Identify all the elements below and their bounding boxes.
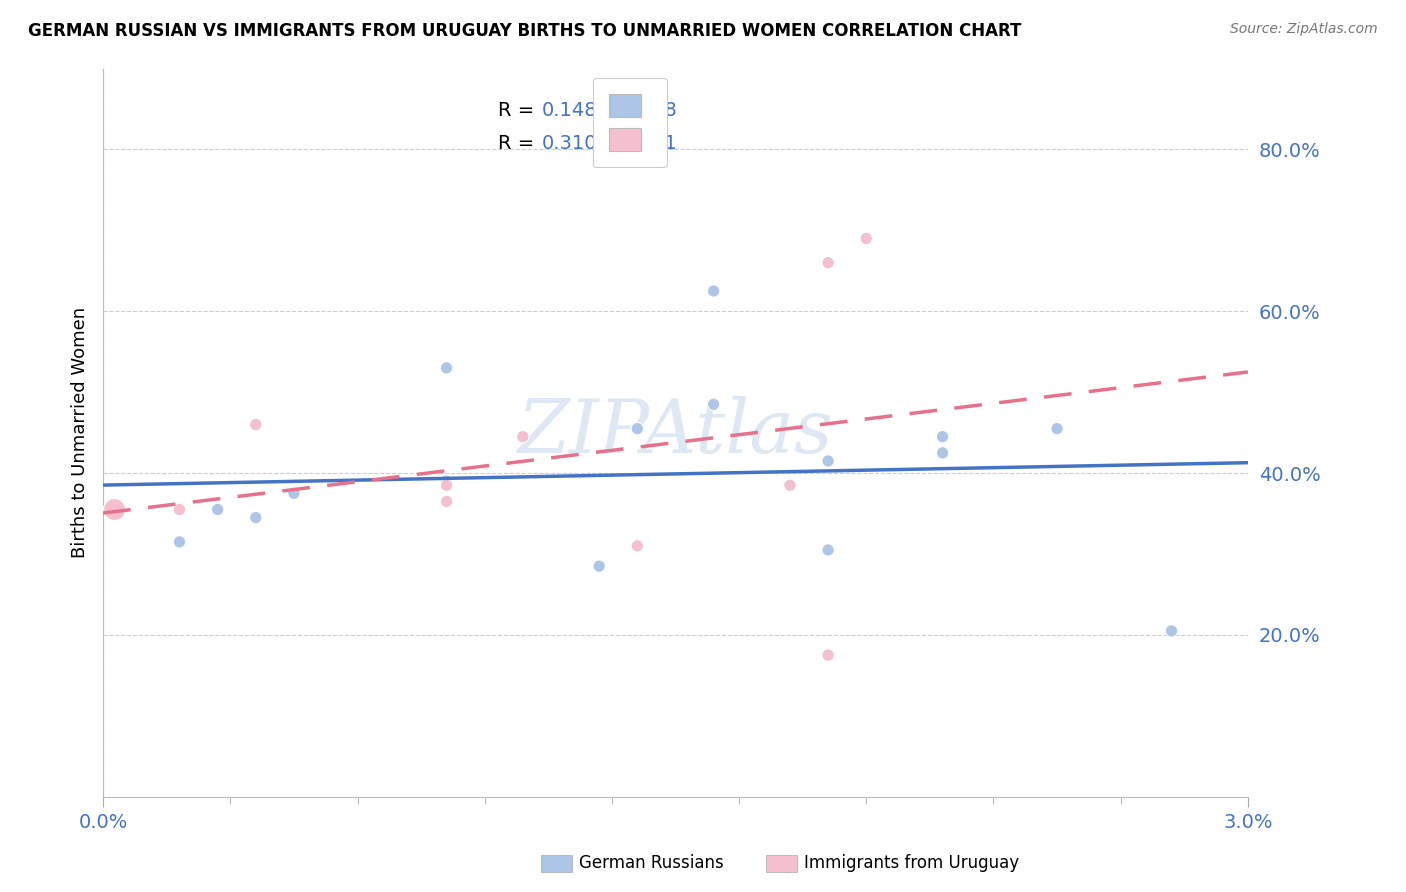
Point: [283, 486, 305, 500]
Point: [103, 502, 125, 516]
Point: [931, 430, 953, 444]
Point: [703, 284, 725, 298]
Point: [436, 474, 458, 488]
Point: [855, 231, 877, 245]
Y-axis label: Births to Unmarried Women: Births to Unmarried Women: [72, 307, 89, 558]
Text: 0.310: 0.310: [541, 134, 598, 153]
Point: [436, 478, 458, 492]
Text: ZIPAtlas: ZIPAtlas: [517, 396, 834, 469]
Point: [779, 478, 801, 492]
Text: R =: R =: [498, 134, 540, 153]
Text: 0.148: 0.148: [541, 102, 598, 120]
Point: [703, 397, 725, 411]
Text: R =: R =: [498, 102, 540, 120]
Text: N =: N =: [599, 134, 655, 153]
Text: 11: 11: [652, 134, 678, 153]
Point: [1160, 624, 1182, 638]
Text: German Russians: German Russians: [579, 855, 724, 872]
Point: [588, 559, 610, 574]
Text: Immigrants from Uruguay: Immigrants from Uruguay: [804, 855, 1019, 872]
Text: N =: N =: [599, 102, 655, 120]
Text: Source: ZipAtlas.com: Source: ZipAtlas.com: [1230, 22, 1378, 37]
Text: GERMAN RUSSIAN VS IMMIGRANTS FROM URUGUAY BIRTHS TO UNMARRIED WOMEN CORRELATION : GERMAN RUSSIAN VS IMMIGRANTS FROM URUGUA…: [28, 22, 1022, 40]
Point: [169, 534, 191, 549]
Text: 18: 18: [652, 102, 678, 120]
Point: [931, 446, 953, 460]
Point: [817, 454, 839, 468]
Point: [436, 494, 458, 508]
Point: [169, 502, 191, 516]
Legend: , : ,: [593, 78, 666, 168]
Point: [103, 502, 125, 516]
Point: [245, 510, 267, 524]
Point: [436, 360, 458, 375]
Point: [245, 417, 267, 432]
Point: [1046, 421, 1069, 435]
Point: [626, 539, 648, 553]
Point: [626, 421, 648, 435]
Point: [436, 478, 458, 492]
Point: [512, 430, 534, 444]
Point: [207, 502, 229, 516]
Point: [817, 543, 839, 558]
Point: [817, 256, 839, 270]
Point: [817, 648, 839, 662]
